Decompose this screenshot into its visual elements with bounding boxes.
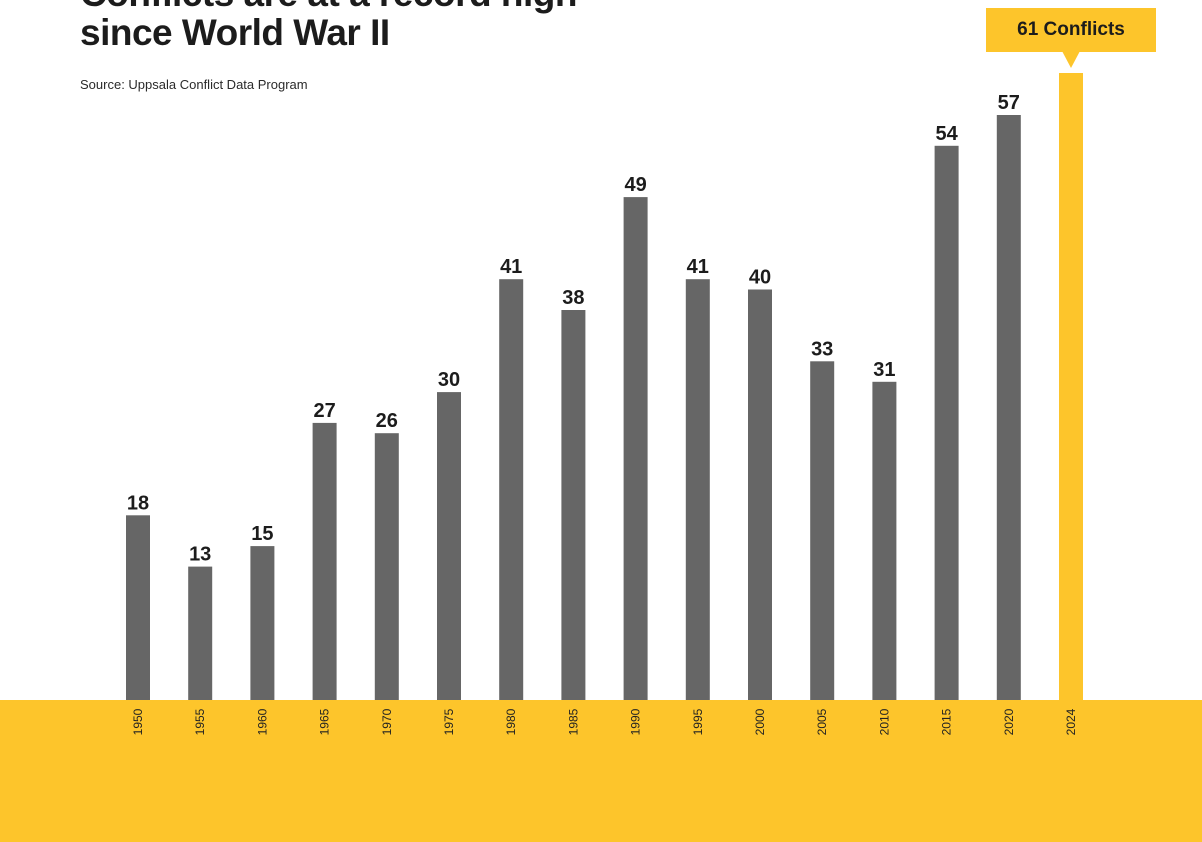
value-label-1950: 18 <box>127 492 149 514</box>
bar-2015 <box>934 145 959 701</box>
axis-band <box>0 700 1202 842</box>
x-tick-label-1970: 1970 <box>380 708 394 735</box>
x-tick-label-2024: 2024 <box>1064 708 1078 735</box>
chart-title-line-1: Conflicts are at a record high <box>80 0 577 13</box>
x-tick-label-2005: 2005 <box>815 708 829 735</box>
bar-1960 <box>250 546 275 700</box>
bar-1975 <box>437 392 461 700</box>
bar-2005 <box>810 361 835 700</box>
bar-2024 <box>1059 73 1083 700</box>
value-label-1975: 30 <box>438 369 460 391</box>
bar-1955 <box>188 566 213 700</box>
bar-1995 <box>685 279 710 700</box>
value-label-1965: 27 <box>313 400 335 422</box>
value-label-1955: 13 <box>189 544 211 566</box>
value-label-2010: 31 <box>873 359 895 381</box>
bar-1965 <box>312 422 337 700</box>
x-tick-label-1985: 1985 <box>566 708 580 735</box>
bar-1970 <box>374 433 399 700</box>
value-label-2020: 57 <box>998 92 1020 114</box>
chart-title: Conflicts are at a record high since Wor… <box>80 0 577 52</box>
bar-2020 <box>996 115 1021 700</box>
x-tick-label-1955: 1955 <box>193 708 207 735</box>
value-label-2015: 54 <box>935 123 958 145</box>
x-tick-label-1995: 1995 <box>691 708 705 735</box>
x-tick-label-1975: 1975 <box>442 708 456 735</box>
value-label-1970: 26 <box>376 410 398 432</box>
bar-2000 <box>748 289 772 700</box>
x-tick-label-1965: 1965 <box>318 708 332 735</box>
x-tick-label-group: 1950 1955 1960 1965 1970 1975 1980 1985 1990 1995… <box>131 708 1078 735</box>
x-tick-label-1950: 1950 <box>131 708 145 735</box>
bar-1985 <box>561 310 586 700</box>
value-label-1960: 15 <box>251 523 273 545</box>
x-tick-label-2000: 2000 <box>753 708 767 735</box>
bar-group <box>126 73 1083 701</box>
bar-1980 <box>499 279 524 700</box>
x-tick-label-1990: 1990 <box>629 708 643 735</box>
value-label-1985: 38 <box>562 287 584 309</box>
x-tick-label-1960: 1960 <box>255 708 269 735</box>
x-tick-label-1980: 1980 <box>504 708 518 735</box>
source-note: Source: Uppsala Conflict Data Program <box>80 77 308 92</box>
bar-1990 <box>623 197 648 700</box>
bar-2010 <box>872 381 897 700</box>
value-label-1995: 41 <box>687 256 709 278</box>
value-label-2005: 33 <box>811 338 833 360</box>
value-label-group: 18 13 15 27 26 30 41 38 49 41 40 33 31 54 57 <box>127 92 1020 566</box>
callout-pointer <box>1062 51 1080 68</box>
value-label-2000: 40 <box>749 267 771 289</box>
value-label-1980: 41 <box>500 256 522 278</box>
x-tick-label-2015: 2015 <box>940 708 954 735</box>
callout-label: 61 Conflicts <box>986 8 1156 52</box>
x-tick-label-2010: 2010 <box>877 708 891 735</box>
x-tick-label-2020: 2020 <box>1002 708 1016 735</box>
bar-1950 <box>126 515 150 700</box>
chart-title-line-2: since World War II <box>80 12 390 53</box>
value-label-1990: 49 <box>624 174 646 196</box>
